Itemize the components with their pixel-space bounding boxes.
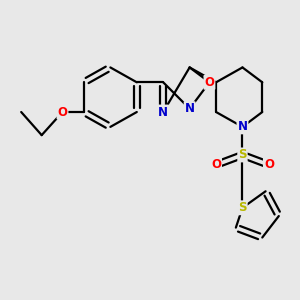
Text: S: S xyxy=(238,148,247,161)
Text: N: N xyxy=(184,102,195,115)
Text: O: O xyxy=(204,76,214,89)
Text: O: O xyxy=(264,158,274,171)
Text: N: N xyxy=(158,106,168,118)
Text: O: O xyxy=(211,158,221,171)
Text: S: S xyxy=(238,201,247,214)
Text: O: O xyxy=(58,106,68,118)
Text: N: N xyxy=(238,120,248,134)
